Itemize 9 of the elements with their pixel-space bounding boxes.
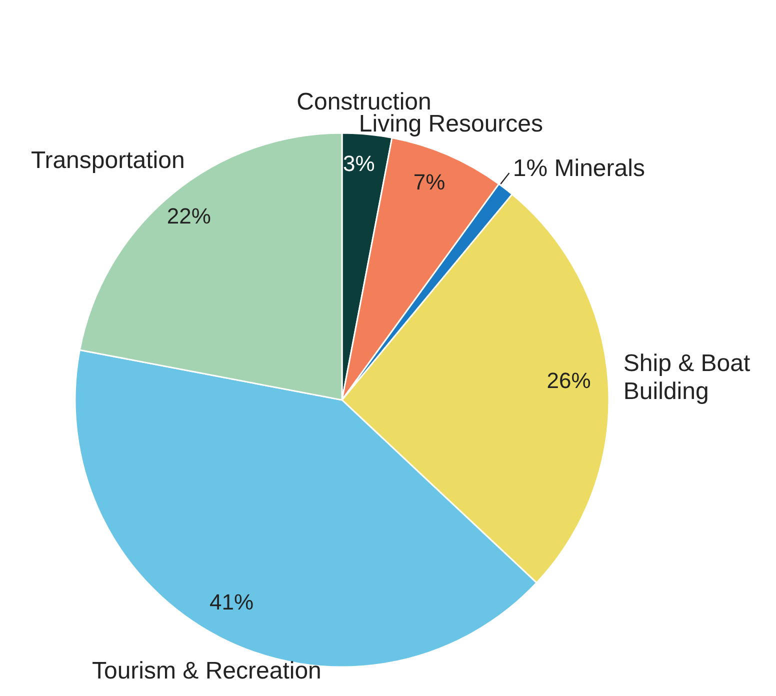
data-label: 22% <box>166 204 211 229</box>
data-label: 41% <box>210 589 254 614</box>
slice-label: 1% Minerals <box>512 154 645 182</box>
slice-label: Ship & Boat Building <box>623 349 751 404</box>
slice-label: Transportation <box>30 146 185 174</box>
data-label: 7% <box>413 169 446 194</box>
data-label: 26% <box>546 368 591 393</box>
slice-label: Tourism & Recreation <box>92 657 322 684</box>
data-label: 3% <box>342 151 375 176</box>
